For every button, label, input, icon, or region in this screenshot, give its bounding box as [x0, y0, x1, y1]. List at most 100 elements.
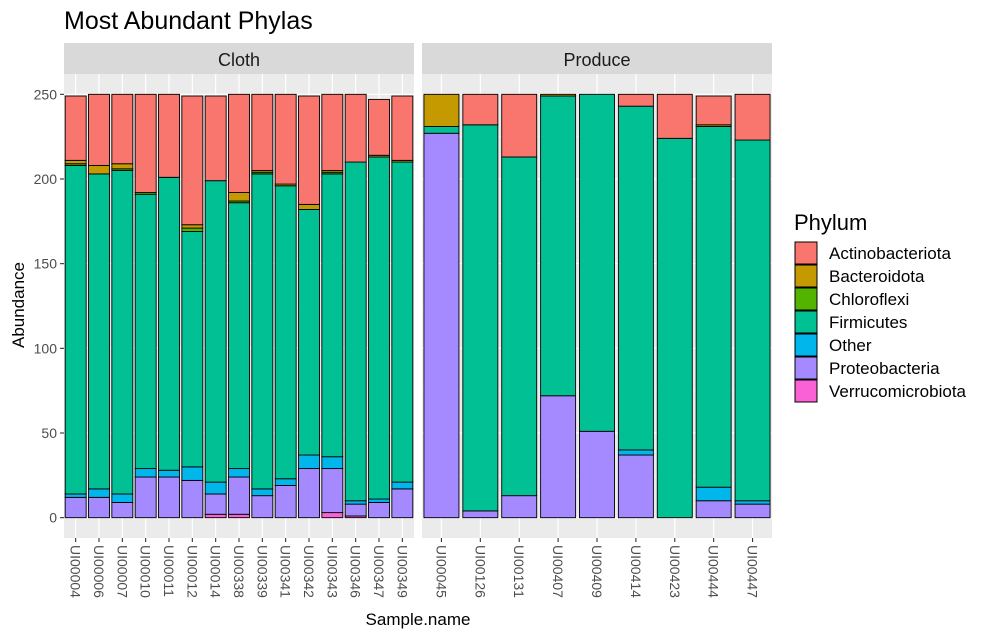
bar-segment-other — [695, 486, 732, 502]
bar-segment-firmicutes — [88, 173, 110, 490]
bar-segment-other — [64, 493, 87, 498]
x-tick-label: UI00007 — [114, 545, 130, 598]
bar-stack-ui00045 — [423, 93, 460, 519]
bar-segment-proteobacteria — [298, 468, 320, 519]
x-tick-label: UI00006 — [91, 545, 107, 598]
legend-item-other: Other — [794, 333, 872, 357]
facet-strip — [64, 43, 414, 74]
bar-segment-bacteroidota — [540, 93, 577, 97]
x-tick-label: UI00011 — [161, 545, 177, 597]
bar-segment-firmicutes — [321, 173, 344, 458]
bar-segment-actinobacteriota — [501, 93, 538, 158]
x-axis-title: Sample.name — [366, 610, 471, 629]
y-tick-label: 200 — [34, 171, 58, 187]
x-tick-label: UI00014 — [208, 545, 224, 598]
bar-segment-firmicutes — [695, 126, 732, 488]
bar-segment-actinobacteriota — [617, 93, 654, 107]
bar-segment-proteobacteria — [204, 493, 227, 515]
bar-segment-proteobacteria — [251, 495, 274, 519]
facet-strip-label: Produce — [563, 50, 630, 70]
x-tick-label: UI00126 — [472, 545, 488, 598]
bar-stack-ui00010 — [134, 93, 157, 519]
bar-stack-ui00346 — [344, 93, 367, 519]
bar-segment-proteobacteria — [344, 503, 367, 517]
bar-segment-other — [251, 488, 274, 497]
bar-segment-proteobacteria — [274, 485, 297, 519]
x-tick-label: UI00343 — [324, 545, 340, 598]
y-axis: 0 50 100 150 200 250 — [34, 86, 64, 526]
bar-segment-other — [344, 500, 367, 505]
x-tick-label: UI00004 — [68, 545, 84, 598]
bar-segment-actinobacteriota — [391, 95, 414, 161]
bar-segment-proteobacteria — [134, 476, 157, 519]
bar-segment-firmicutes — [617, 105, 654, 451]
bar-segment-actinobacteriota — [134, 93, 157, 193]
bar-segment-proteobacteria — [321, 468, 344, 514]
bar-segment-firmicutes — [274, 185, 297, 480]
bar-stack-ui00343 — [321, 93, 344, 519]
bar-segment-other — [228, 468, 250, 478]
legend-swatch — [794, 264, 818, 288]
bar-stack-ui00444 — [695, 95, 732, 519]
bar-segment-actinobacteriota — [64, 95, 87, 161]
bar-segment-other — [734, 500, 771, 505]
panel-produce: Produce UI00045 UI00126 UI00131 UI00407 UI004… — [422, 43, 772, 598]
legend-swatch — [794, 356, 818, 380]
bar-segment-firmicutes — [344, 161, 367, 502]
legend-item-bacteroidota: Bacteroidota — [794, 264, 925, 288]
bar-segment-other — [368, 498, 390, 503]
bar-segment-actinobacteriota — [274, 93, 297, 185]
bar-segment-firmicutes — [134, 193, 157, 470]
legend-label: Bacteroidota — [829, 267, 925, 286]
x-tick-label: UI00444 — [706, 545, 722, 598]
bar-stack-ui00011 — [158, 93, 180, 519]
legend-label: Actinobacteriota — [829, 244, 951, 263]
legend-label: Firmicutes — [829, 313, 907, 332]
x-tick-label: UI00342 — [301, 545, 317, 598]
bar-stack-ui00014 — [204, 95, 227, 519]
bar-segment-proteobacteria — [462, 510, 499, 519]
bar-stack-ui00131 — [501, 93, 538, 519]
bar-segment-other — [88, 488, 110, 498]
x-tick-label: UI00045 — [433, 545, 449, 598]
bar-stack-ui00349 — [391, 95, 414, 519]
legend-item-verrucomicrobiota: Verrucomicrobiota — [794, 379, 967, 403]
bar-segment-actinobacteriota — [656, 93, 693, 139]
bar-segment-firmicutes — [251, 173, 274, 490]
bar-segment-firmicutes — [368, 156, 390, 500]
bar-segment-proteobacteria — [64, 496, 87, 519]
bar-segment-bacteroidota — [298, 203, 320, 210]
bar-segment-other — [134, 468, 157, 478]
bar-segment-proteobacteria — [158, 476, 180, 519]
legend-title: Phylum — [794, 210, 867, 235]
bar-segment-proteobacteria — [181, 479, 204, 519]
legend-label: Other — [829, 336, 872, 355]
legend-item-actinobacteriota: Actinobacteriota — [794, 241, 951, 265]
bar-stack-ui00006 — [88, 93, 110, 519]
y-tick-label: 0 — [49, 510, 57, 526]
bar-segment-actinobacteriota — [734, 93, 771, 141]
legend: Phylum Actinobacteriota Bacteroidota Chlor… — [794, 210, 967, 403]
bar-segment-firmicutes — [540, 95, 577, 397]
bar-segment-firmicutes — [391, 161, 414, 483]
bar-segment-proteobacteria — [111, 501, 134, 519]
bar-segment-firmicutes — [158, 176, 180, 471]
bar-segment-firmicutes — [298, 209, 320, 456]
y-axis-title: Abundance — [9, 262, 28, 348]
bar-segment-actinobacteriota — [462, 93, 499, 126]
bar-stack-ui00012 — [181, 95, 204, 519]
bar-segment-proteobacteria — [734, 503, 771, 519]
bar-stack-ui00407 — [540, 93, 577, 519]
bar-segment-bacteroidota — [181, 224, 204, 229]
x-tick-label: UI00407 — [550, 545, 566, 598]
chart-title: Most Abundant Phylas — [64, 7, 313, 35]
bar-segment-proteobacteria — [695, 500, 732, 519]
bar-stack-ui00126 — [462, 93, 499, 519]
x-tick-label: UI00341 — [278, 545, 294, 598]
bar-segment-firmicutes — [228, 202, 250, 470]
x-tick-label: UI00131 — [511, 545, 527, 598]
bar-segment-proteobacteria — [501, 495, 538, 519]
bar-segment-proteobacteria — [423, 132, 460, 519]
bar-segment-actinobacteriota — [368, 98, 390, 156]
x-tick-label: UI00339 — [254, 545, 270, 598]
